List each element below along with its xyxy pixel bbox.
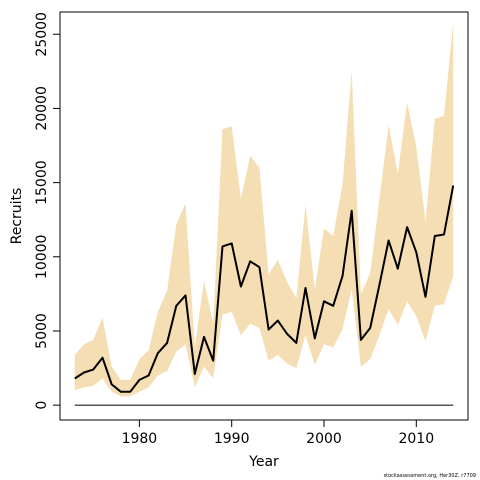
recruits-line bbox=[74, 185, 455, 393]
y-tick-label: 25000 bbox=[34, 12, 50, 57]
x-tick-label: 1990 bbox=[214, 431, 250, 447]
plot-frame bbox=[59, 11, 469, 421]
y-tick-label: 0 bbox=[34, 401, 50, 410]
y-tick-label: 10000 bbox=[34, 235, 50, 280]
x-tick-label: 2000 bbox=[306, 431, 342, 447]
footnote: stockassessment.org, Her30Z, r7709 bbox=[384, 473, 476, 479]
confidence-band-layer bbox=[74, 22, 454, 397]
confidence-band bbox=[74, 22, 454, 397]
x-tick-label: 1980 bbox=[122, 431, 158, 447]
x-tick-label: 2010 bbox=[398, 431, 434, 447]
recruits-line-layer bbox=[74, 185, 455, 393]
y-tick-label: 20000 bbox=[34, 86, 50, 131]
y-tick-label: 15000 bbox=[34, 160, 50, 205]
y-axis: 0 5000 10000 15000 20000 25000 bbox=[34, 12, 60, 410]
x-axis-title: Year bbox=[248, 454, 279, 470]
y-tick-label: 5000 bbox=[34, 313, 50, 349]
y-axis-title: Recruits bbox=[9, 188, 25, 245]
x-axis: 1980 1990 2000 2010 bbox=[122, 420, 434, 447]
